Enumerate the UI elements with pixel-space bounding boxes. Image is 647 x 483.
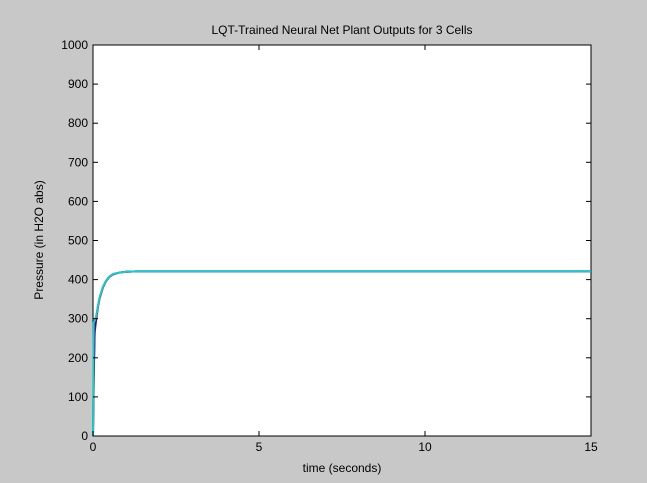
x-tick-label: 0 (90, 440, 97, 454)
y-tick-label: 700 (68, 155, 88, 169)
y-tick-label: 200 (68, 351, 88, 365)
x-tick-label: 10 (418, 440, 432, 454)
series-layer (92, 270, 591, 437)
plot-area (92, 44, 592, 437)
y-tick-label: 300 (68, 312, 88, 326)
y-tick-label: 900 (68, 77, 88, 91)
y-tick-label: 1000 (61, 38, 88, 52)
y-tick-label: 800 (68, 116, 88, 130)
x-tick-label: 15 (584, 440, 598, 454)
chart-title: LQT-Trained Neural Net Plant Outputs for… (212, 23, 473, 37)
tick-layer: 0 5 10 15 0 100 200 300 400 500 600 700 800 900 1000 (61, 38, 598, 454)
y-tick-label: 0 (81, 429, 88, 443)
y-tick-label: 500 (68, 234, 88, 248)
y-tick-label: 600 (68, 194, 88, 208)
x-tick-label: 5 (256, 440, 263, 454)
y-tick-label: 400 (68, 273, 88, 287)
y-axis-label: Pressure (in H2O abs) (32, 180, 46, 299)
series-line-3 (92, 270, 591, 437)
x-axis-label: time (seconds) (303, 461, 382, 475)
y-tick-label: 100 (68, 390, 88, 404)
